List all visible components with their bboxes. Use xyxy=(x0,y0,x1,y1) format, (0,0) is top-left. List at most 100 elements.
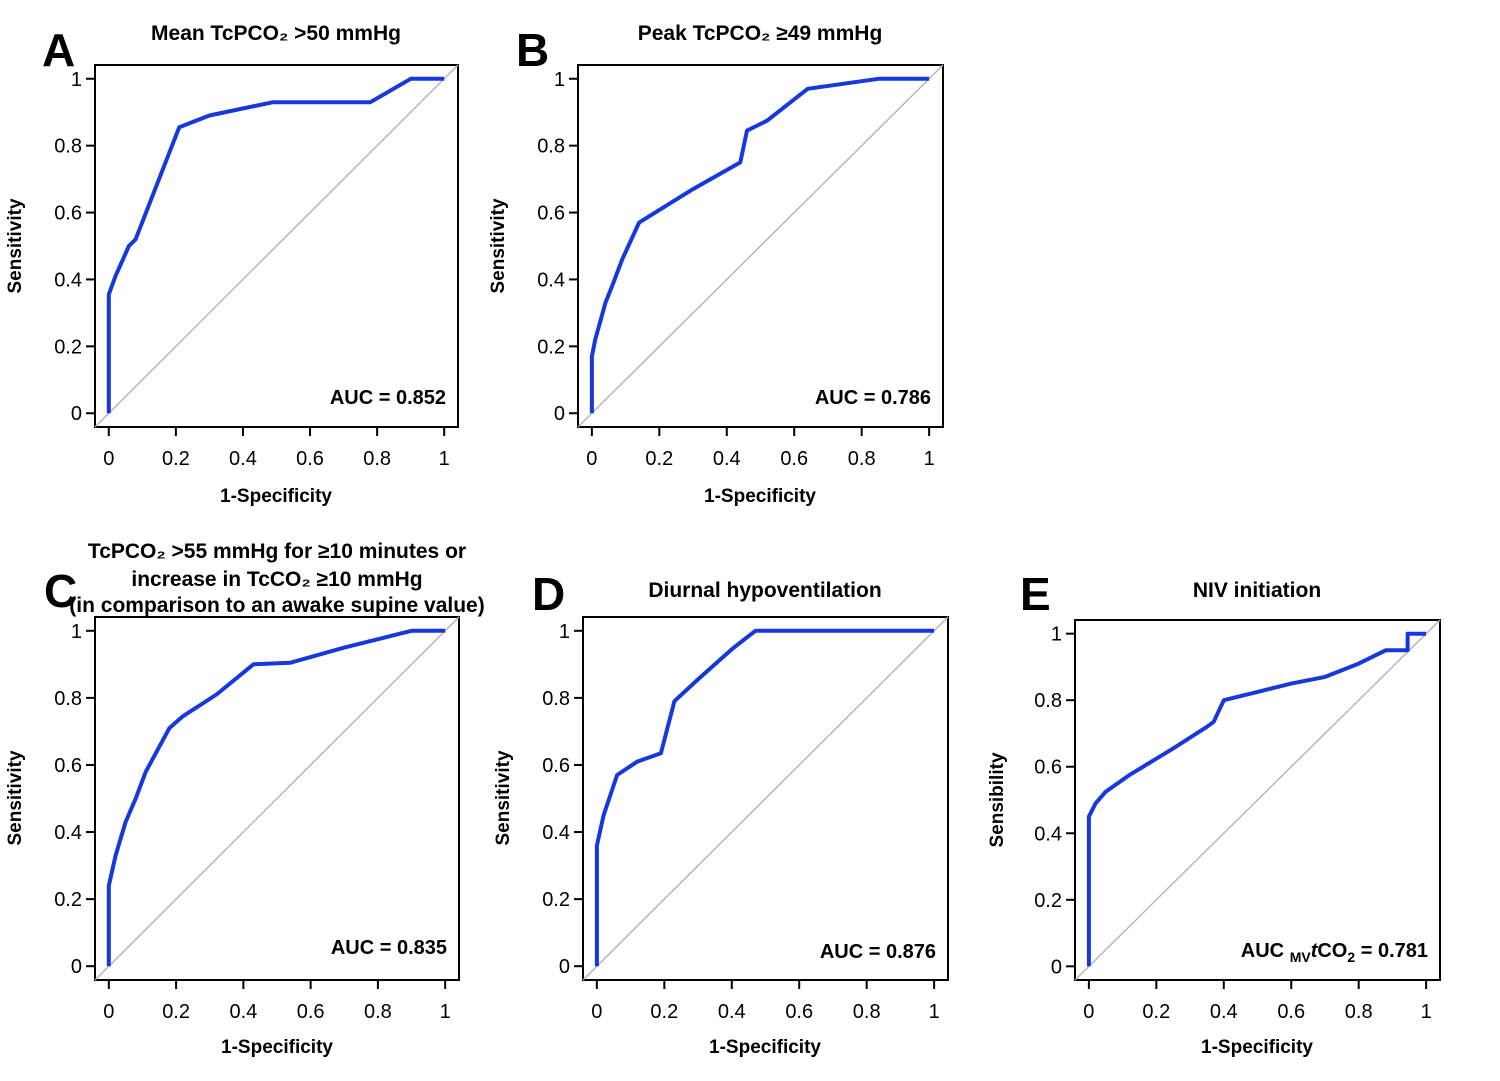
x-tick-label: 1 xyxy=(924,448,935,470)
x-tick-label: 0.4 xyxy=(1210,1001,1238,1023)
auc-italic-t: t xyxy=(1311,940,1319,962)
x-ticks: 0 0.2 0.4 0.6 0.8 1 xyxy=(1083,980,1432,1023)
roc-curve xyxy=(1086,631,1427,967)
x-tick-label: 0 xyxy=(1083,1001,1094,1023)
auc-annotation: AUC = 0.786 xyxy=(815,387,931,409)
y-ticks: 0 0.2 0.4 0.6 0.8 1 xyxy=(54,621,95,978)
y-tick-label: 0.4 xyxy=(542,822,570,844)
chart-title-line-3: (in comparison to an awake supine value) xyxy=(69,594,484,617)
y-axis-label: Sensitivity xyxy=(5,750,26,845)
chance-diagonal xyxy=(1074,619,1441,981)
chart-title-line-2: increase in TcCO₂ ≥10 mmHg xyxy=(131,568,422,591)
auc-annotation: AUC = 0.835 xyxy=(331,937,447,959)
x-axis-label: 1-Specificity xyxy=(221,1037,333,1058)
panel-a: A Mean TcPCO₂ >50 mmHg Sensitivity 1-Spe… xyxy=(5,22,459,507)
roc-curve xyxy=(106,628,446,967)
chart-title: NIV initiation xyxy=(1193,579,1321,602)
y-tick-label: 1 xyxy=(1051,624,1062,646)
y-tick-label: 0.2 xyxy=(537,336,565,358)
y-tick-label: 0 xyxy=(71,956,82,978)
y-tick-label: 0.2 xyxy=(542,889,570,911)
auc-annotation: AUC = 0.852 xyxy=(330,387,446,409)
panel-b: B Peak TcPCO₂ ≥49 mmHg Sensitivity 1-Spe… xyxy=(488,22,944,507)
y-tick-label: 0.8 xyxy=(1034,690,1062,712)
y-tick-label: 0.4 xyxy=(1034,823,1062,845)
y-tick-label: 0.8 xyxy=(54,136,82,158)
y-tick-label: 0.2 xyxy=(1034,890,1062,912)
chart-title: Diurnal hypoventilation xyxy=(648,579,881,602)
auc-subscript-2: 2 xyxy=(1347,949,1355,965)
auc-annotation: AUC MVtCO2 = 0.781 xyxy=(1241,940,1428,965)
x-tick-label: 1 xyxy=(440,1001,451,1023)
panel-letter: A xyxy=(42,24,75,76)
y-tick-label: 1 xyxy=(559,621,570,643)
x-tick-label: 0.8 xyxy=(1345,1001,1373,1023)
panel-letter: E xyxy=(1020,568,1051,620)
chance-diagonal xyxy=(94,616,460,981)
chance-diagonal xyxy=(582,616,949,981)
y-tick-label: 0.2 xyxy=(54,889,82,911)
x-tick-label: 0.6 xyxy=(297,1001,325,1023)
auc-subscript-mv: MV xyxy=(1290,949,1312,965)
plot-box xyxy=(577,64,944,428)
chart-title: Peak TcPCO₂ ≥49 mmHg xyxy=(638,22,883,45)
x-tick-label: 0.2 xyxy=(645,448,673,470)
panel-e: E NIV initiation Sensibility 1-Specifici… xyxy=(987,568,1441,1058)
auc-co: CO xyxy=(1317,940,1347,962)
y-tick-label: 0 xyxy=(1051,956,1062,978)
x-tick-label: 0.4 xyxy=(229,1001,257,1023)
y-axis-label: Sensitivity xyxy=(488,198,509,293)
x-axis-label: 1-Specificity xyxy=(220,486,332,507)
x-tick-label: 0.4 xyxy=(229,448,257,470)
x-tick-label: 0.2 xyxy=(162,448,190,470)
x-tick-label: 0.8 xyxy=(364,1001,392,1023)
y-tick-label: 0.4 xyxy=(54,269,82,291)
chance-diagonal xyxy=(577,64,944,428)
panel-letter: C xyxy=(44,565,77,617)
x-tick-label: 0.6 xyxy=(780,448,808,470)
y-tick-label: 1 xyxy=(71,621,82,643)
x-ticks: 0 0.2 0.4 0.6 0.8 1 xyxy=(103,427,450,470)
x-tick-label: 1 xyxy=(439,448,450,470)
x-axis-label: 1-Specificity xyxy=(1201,1037,1313,1058)
x-tick-label: 0.8 xyxy=(363,448,391,470)
x-tick-label: 0.2 xyxy=(650,1001,678,1023)
plot-box xyxy=(94,616,460,981)
panel-c: C TcPCO₂ >55 mmHg for ≥10 minutes or inc… xyxy=(5,540,485,1058)
x-tick-label: 0.6 xyxy=(785,1001,813,1023)
y-tick-label: 0.8 xyxy=(537,136,565,158)
x-tick-label: 0 xyxy=(103,1001,114,1023)
x-tick-label: 0 xyxy=(591,1001,602,1023)
chance-diagonal xyxy=(94,64,459,428)
y-tick-label: 0.6 xyxy=(537,203,565,225)
y-tick-label: 0 xyxy=(554,403,565,425)
panel-letter: D xyxy=(532,568,565,620)
y-tick-label: 0.4 xyxy=(537,269,565,291)
x-tick-label: 0.2 xyxy=(162,1001,190,1023)
panel-d: D Diurnal hypoventilation Sensitivity 1-… xyxy=(493,568,949,1058)
x-tick-label: 0.8 xyxy=(848,448,876,470)
y-ticks: 0 0.2 0.4 0.6 0.8 1 xyxy=(1034,624,1075,978)
plot-box xyxy=(94,64,459,428)
roc-curve xyxy=(106,76,445,414)
x-tick-label: 0.4 xyxy=(718,1001,746,1023)
chart-title: Mean TcPCO₂ >50 mmHg xyxy=(151,22,401,45)
roc-curve xyxy=(594,628,935,967)
y-tick-label: 0.2 xyxy=(54,336,82,358)
plot-box xyxy=(582,616,949,981)
auc-prefix: AUC xyxy=(1241,940,1290,962)
y-tick-label: 0.4 xyxy=(54,822,82,844)
x-axis-label: 1-Specificity xyxy=(704,486,816,507)
y-ticks: 0 0.2 0.4 0.6 0.8 1 xyxy=(54,69,95,425)
x-ticks: 0 0.2 0.4 0.6 0.8 1 xyxy=(586,427,935,470)
x-ticks: 0 0.2 0.4 0.6 0.8 1 xyxy=(591,980,940,1023)
y-tick-label: 0.6 xyxy=(54,755,82,777)
y-axis-label: Sensitivity xyxy=(493,750,514,845)
y-tick-label: 0.6 xyxy=(542,755,570,777)
x-tick-label: 0.8 xyxy=(853,1001,881,1023)
plot-box xyxy=(1074,619,1441,981)
x-tick-label: 0.2 xyxy=(1142,1001,1170,1023)
x-tick-label: 1 xyxy=(1421,1001,1432,1023)
auc-value: = 0.781 xyxy=(1355,940,1428,962)
